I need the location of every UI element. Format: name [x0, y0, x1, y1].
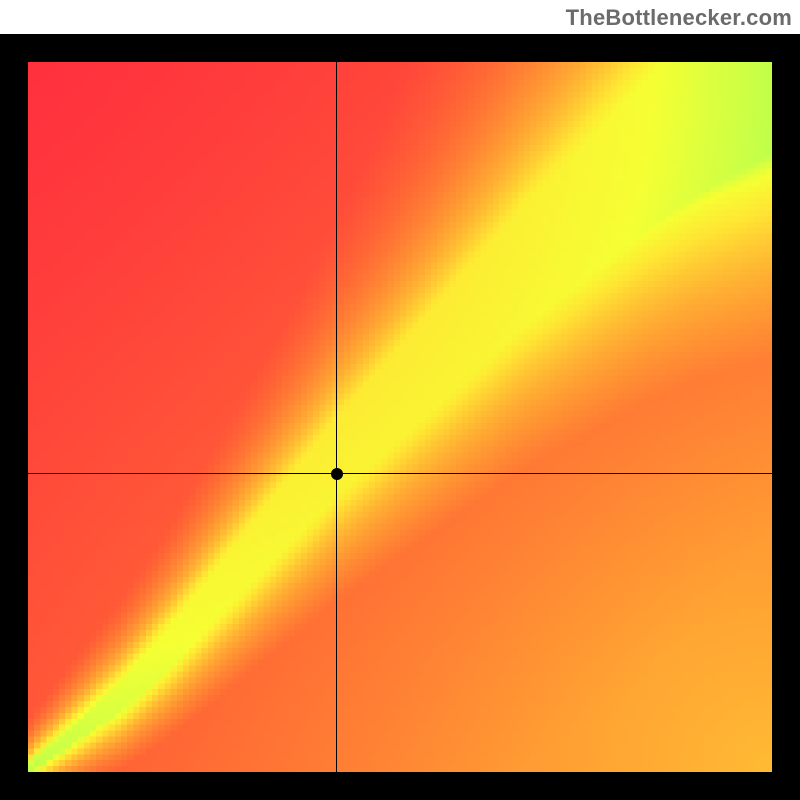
heatmap-plot-area — [28, 62, 772, 772]
crosshair-horizontal-line — [28, 473, 772, 474]
watermark-text: TheBottlenecker.com — [566, 5, 792, 31]
crosshair-marker-dot — [331, 468, 343, 480]
crosshair-vertical-line — [336, 62, 337, 772]
heatmap-canvas — [28, 62, 772, 772]
